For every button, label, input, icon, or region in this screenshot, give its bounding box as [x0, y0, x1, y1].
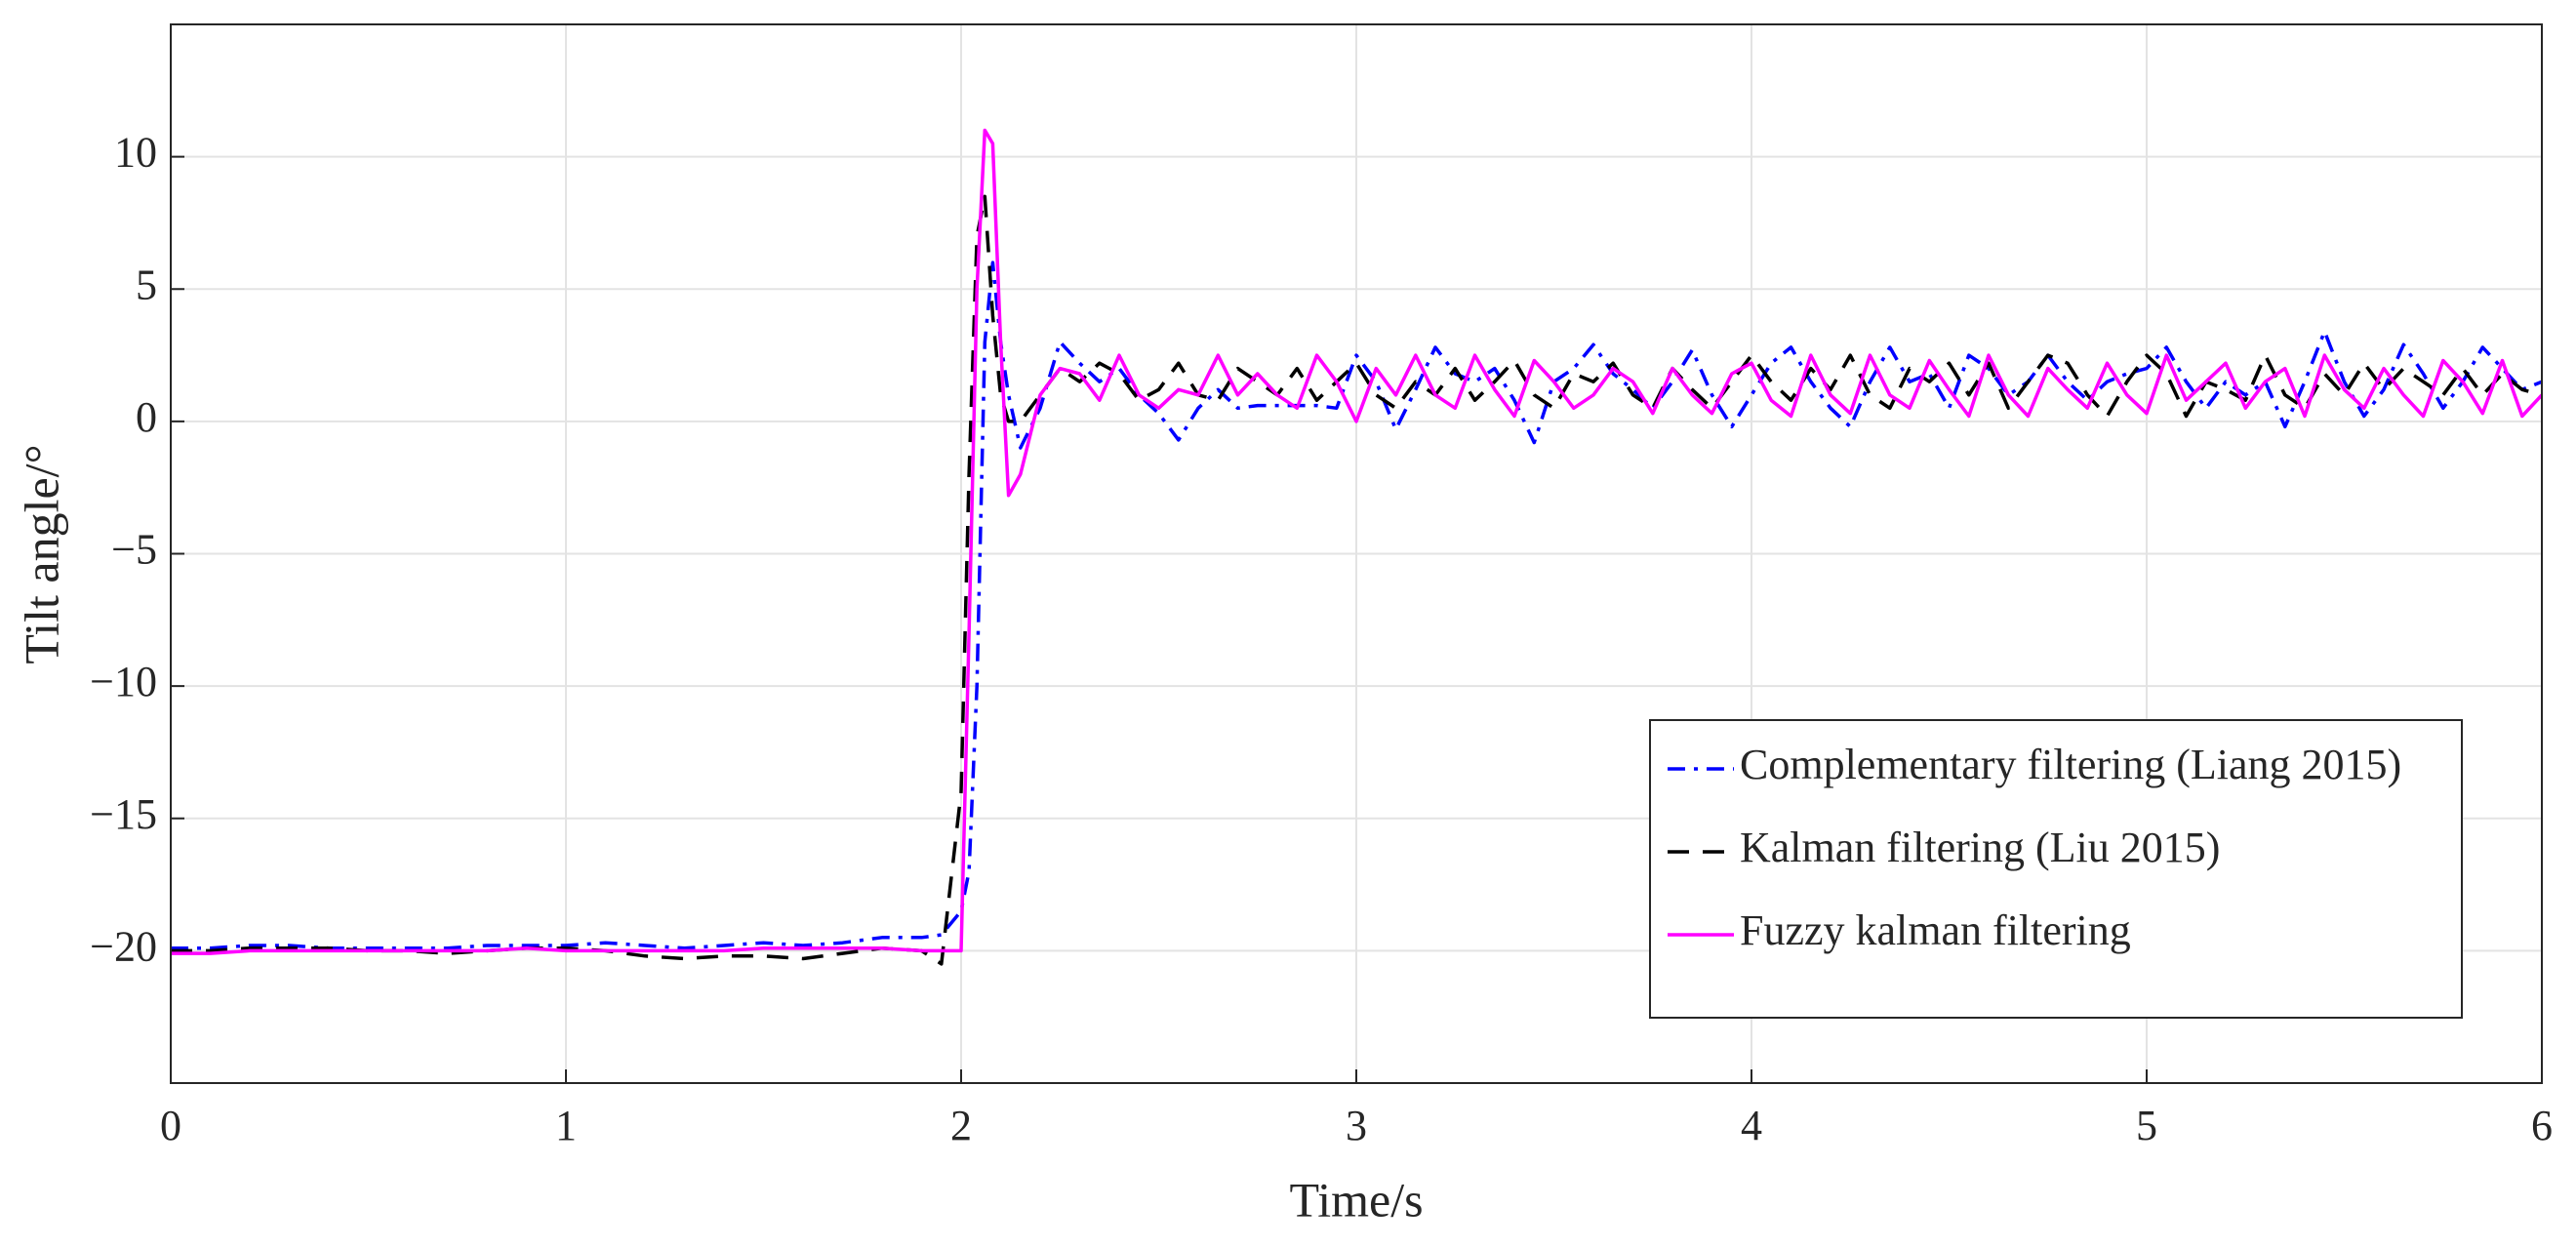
legend-label: Kalman filtering (Liu 2015) [1740, 824, 2220, 871]
x-tick-label: 5 [2136, 1102, 2157, 1149]
y-tick-label: −20 [90, 922, 157, 970]
y-axis-label: Tilt angle/° [14, 444, 68, 664]
legend-label: Fuzzy kalman filtering [1740, 906, 2131, 954]
x-tick-label: 4 [1741, 1102, 1762, 1149]
legend-label: Complementary filtering (Liang 2015) [1740, 741, 2401, 788]
y-tick-label: 0 [136, 393, 157, 441]
x-tick-label: 3 [1346, 1102, 1367, 1149]
x-tick-label: 1 [555, 1102, 577, 1149]
y-tick-label: −5 [111, 526, 157, 574]
plot-frame [170, 23, 2543, 1084]
series-line [171, 128, 2544, 955]
x-axis-label: Time/s [1289, 1172, 1423, 1227]
y-tick-label: −10 [90, 658, 157, 705]
x-tick-label: 6 [2531, 1102, 2553, 1149]
series-line [171, 194, 2543, 966]
legend-box [1649, 719, 2463, 1019]
x-tick-label: 2 [950, 1102, 972, 1149]
x-tick-label: 0 [160, 1102, 181, 1149]
y-tick-label: 5 [136, 261, 157, 308]
y-tick-label: 10 [114, 129, 157, 177]
series-line [171, 261, 2543, 950]
y-tick-label: −15 [90, 790, 157, 838]
legend: Complementary filtering (Liang 2015) Kalm… [1649, 719, 2463, 1019]
